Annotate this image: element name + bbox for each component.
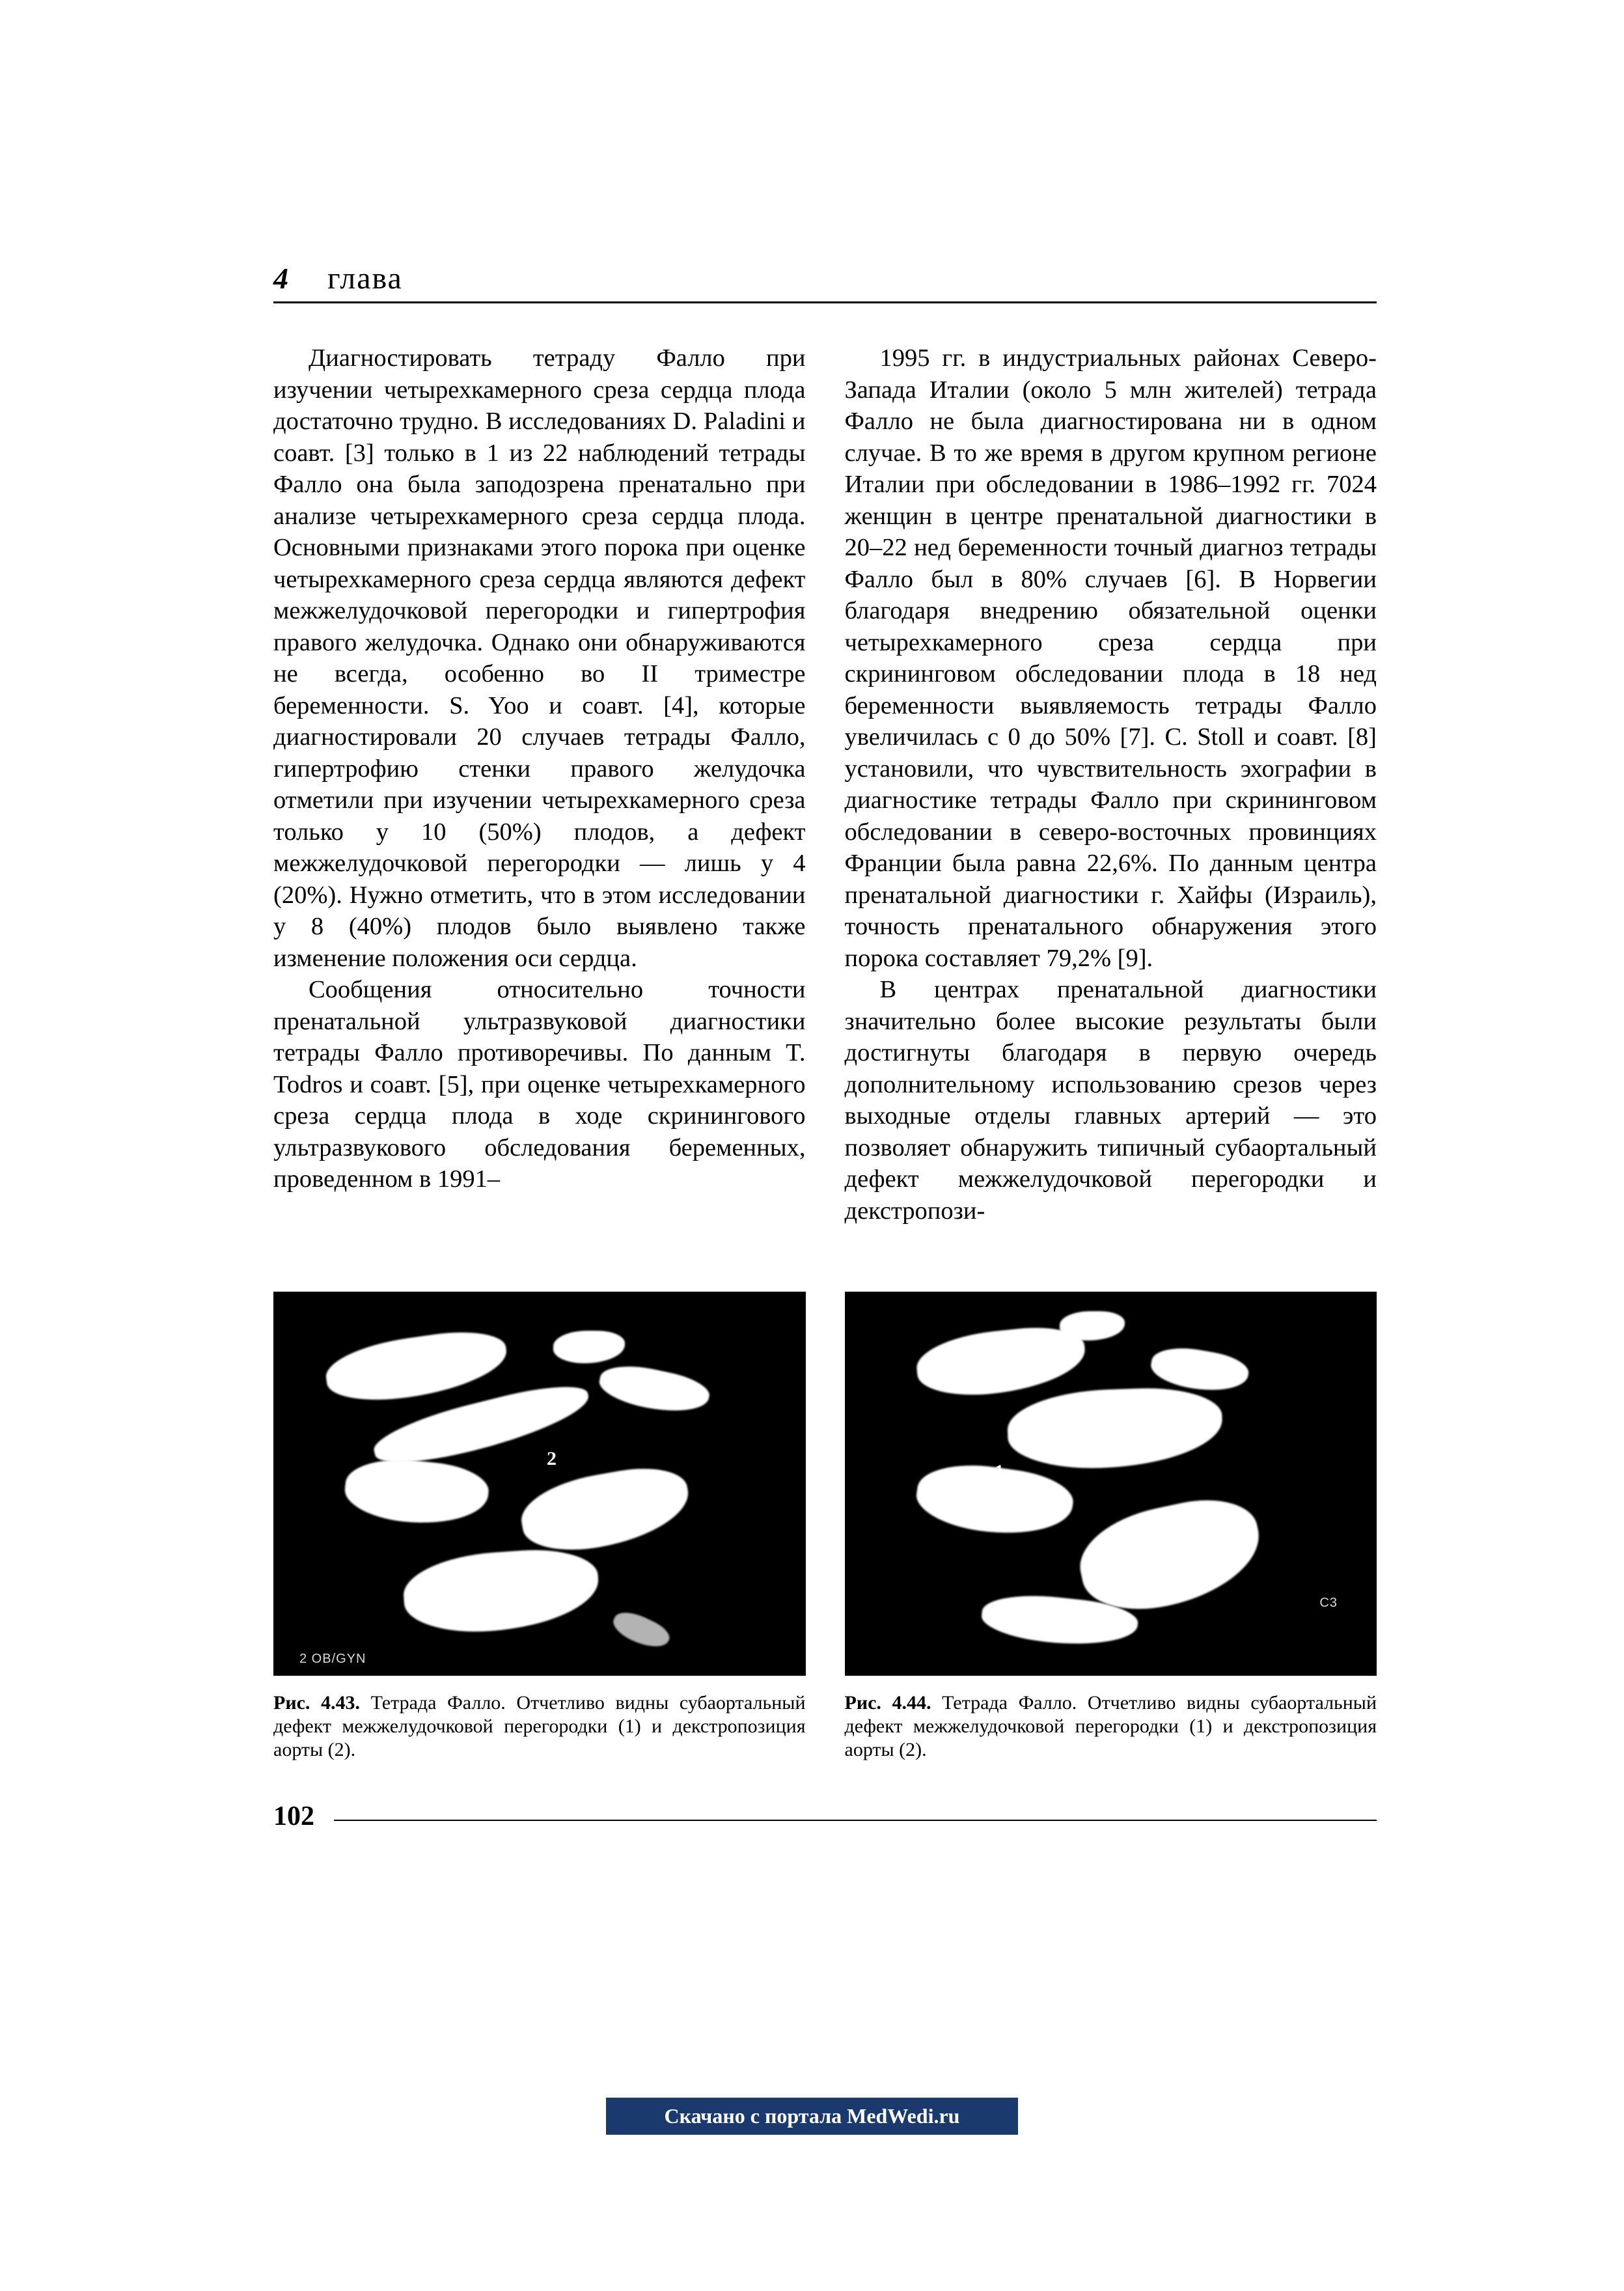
- image-overlay-label: 2 OB/GYN: [299, 1652, 366, 1667]
- right-column: 1995 гг. в индустриальных районах Северо…: [845, 342, 1377, 1227]
- body-paragraph: Диагностировать тетраду Фалло при изучен…: [273, 342, 806, 974]
- footer-brand: MedWedi.ru: [847, 2104, 959, 2128]
- ultrasound-image: 1 2 C3: [845, 1292, 1377, 1676]
- figure-caption: Рис. 4.44. Тетрада Фалло. Отчетливо видн…: [845, 1691, 1377, 1762]
- image-marker-1: 1: [995, 1461, 1004, 1483]
- page-number-row: 102: [273, 1801, 1377, 1832]
- download-footer-bar: Скачано с портала MedWedi.ru: [606, 2098, 1019, 2135]
- figure-caption: Рис. 4.43. Тетрада Фалло. Отчетливо видн…: [273, 1691, 806, 1762]
- body-paragraph: Сообщения относительно точности пренатал…: [273, 974, 806, 1195]
- footer-text: Скачано с портала: [665, 2104, 847, 2128]
- body-text-columns: Диагностировать тетраду Фалло при изучен…: [273, 342, 1377, 1227]
- chapter-word: глава: [327, 260, 403, 296]
- image-overlay-c3: C3: [1319, 1596, 1338, 1611]
- figures-row: 2 OB/GYN 1 2 Рис. 4.43. Тетрада Фалло. О…: [273, 1292, 1377, 1762]
- page-number: 102: [273, 1801, 314, 1832]
- body-paragraph: В центрах пренатальной диагностики значи…: [845, 974, 1377, 1227]
- image-marker-2: 2: [1131, 1520, 1141, 1542]
- page-number-rule: [334, 1820, 1377, 1821]
- image-marker-2: 2: [547, 1448, 557, 1470]
- figure-4-44: 1 2 C3 Рис. 4.44. Тетрада Фалло. Отчетли…: [845, 1292, 1377, 1762]
- ultrasound-image: 2 OB/GYN 1 2: [273, 1292, 806, 1676]
- chapter-number: 4: [273, 261, 288, 296]
- figure-4-43: 2 OB/GYN 1 2 Рис. 4.43. Тетрада Фалло. О…: [273, 1292, 806, 1762]
- image-marker-1: 1: [391, 1487, 400, 1509]
- left-column: Диагностировать тетраду Фалло при изучен…: [273, 342, 806, 1227]
- figure-label: Рис. 4.44.: [845, 1692, 931, 1714]
- figure-label: Рис. 4.43.: [273, 1692, 360, 1714]
- body-paragraph: 1995 гг. в индустриальных районах Северо…: [845, 342, 1377, 974]
- chapter-header: 4 глава: [273, 260, 1377, 303]
